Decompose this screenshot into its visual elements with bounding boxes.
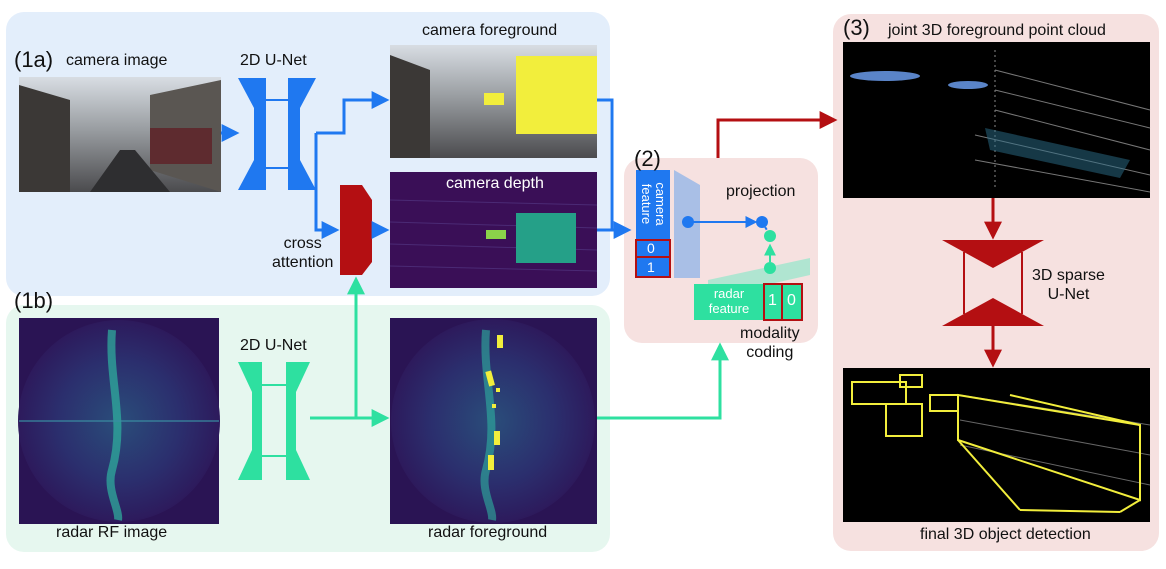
section-2-label: (2) — [634, 146, 661, 171]
radar-arrows — [310, 276, 729, 427]
camera-foreground-image — [390, 45, 597, 158]
camera-code-0: 0 — [647, 240, 655, 256]
radar-feature-label: radar feature — [708, 286, 750, 316]
radar-code-1: 1 — [768, 292, 777, 309]
point-cloud-label: joint 3D foreground point cloud — [888, 22, 1106, 39]
cross-attention-block — [340, 185, 372, 275]
radar-unet-shape — [238, 362, 310, 480]
radar-unet-label: 2D U-Net — [240, 337, 307, 354]
section-1b-label: (1b) — [14, 288, 54, 313]
camera-unet-shape — [238, 78, 316, 190]
camera-depth-label: camera depth — [446, 175, 544, 192]
fusion-to-pointcloud-arrow — [716, 111, 838, 158]
camera-image — [19, 77, 221, 192]
camera-code-1: 1 — [647, 259, 655, 275]
point-cloud-image — [843, 42, 1151, 198]
detection-label: final 3D object detection — [920, 526, 1091, 543]
camera-code-1-box — [635, 256, 671, 278]
radar-rf-image — [18, 318, 220, 524]
section-3-label: (3) — [843, 15, 870, 40]
section-1a-label: (1a) — [14, 47, 54, 72]
sparse-unet-label: 3D sparse U-Net — [1032, 267, 1105, 303]
radar-foreground-label: radar foreground — [428, 524, 548, 541]
camera-feature-box — [636, 170, 670, 240]
radar-rf-image-label: radar RF image — [56, 524, 168, 541]
camera-feature-label: camera feature — [639, 182, 668, 226]
radar-feature-box — [694, 284, 764, 320]
detection-image — [843, 368, 1151, 522]
cross-attention-label: cross attention — [272, 235, 334, 271]
sparse-unet-shape — [942, 198, 1044, 368]
modality-coding-label: modality coding — [740, 325, 800, 361]
camera-image-label: camera image — [66, 52, 168, 69]
camera-unet-label: 2D U-Net — [240, 52, 307, 69]
camera-depth-image — [389, 172, 598, 288]
radar-code-0-box — [781, 283, 803, 321]
camera-arrows — [221, 91, 632, 239]
camera-foreground-label: camera foreground — [422, 22, 558, 39]
projection-label: projection — [726, 183, 796, 200]
radar-foreground-image — [390, 318, 597, 524]
radar-code-0: 0 — [787, 292, 796, 309]
